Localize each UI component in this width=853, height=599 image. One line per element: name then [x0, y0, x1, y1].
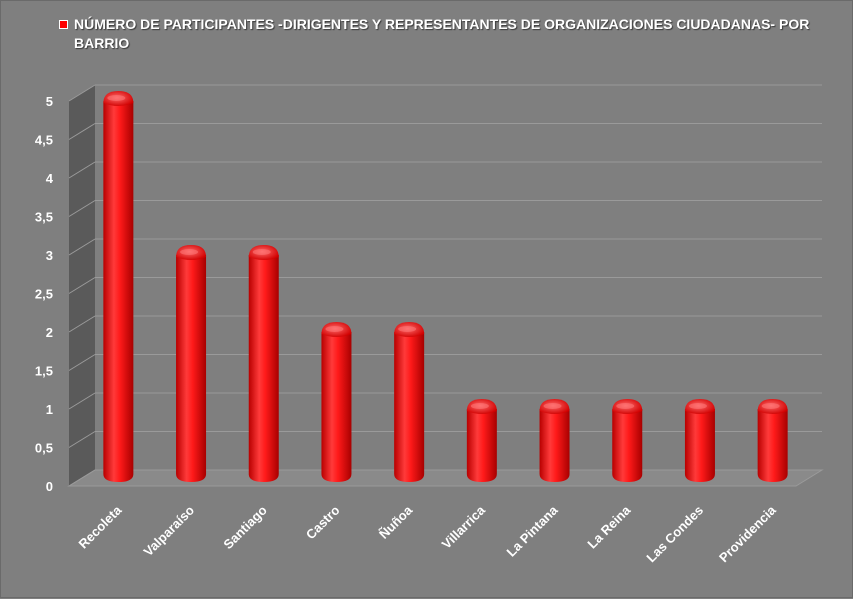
bar-body: [248, 255, 279, 482]
bar-body: [757, 409, 788, 482]
bar-body: [466, 409, 497, 482]
bar: [757, 399, 788, 482]
bar-body: [394, 332, 425, 482]
gridline-side: [68, 238, 96, 256]
bar-body: [321, 332, 352, 482]
bar-highlight: [107, 95, 126, 101]
gridline-side: [68, 392, 96, 410]
y-tick-label: 0,5: [35, 441, 53, 456]
y-tick-label: 2,5: [35, 287, 53, 302]
x-tick-label: Santiago: [220, 502, 269, 551]
bar-highlight: [470, 403, 489, 409]
gridline-side: [68, 431, 96, 448]
bar: [321, 322, 352, 482]
bar: [176, 245, 207, 482]
bar-highlight: [761, 403, 780, 409]
y-tick-label: 2: [46, 325, 53, 340]
y-tick-label: 3: [46, 248, 53, 263]
bar: [684, 399, 715, 482]
bar-body: [612, 409, 643, 482]
x-tick-label: Providencia: [716, 502, 779, 565]
bar: [466, 399, 497, 482]
y-tick-label: 1,5: [35, 364, 53, 379]
bar-body: [103, 101, 134, 482]
bars: [103, 91, 788, 482]
gridline-side: [68, 315, 96, 333]
y-tick-label: 3,5: [35, 210, 53, 225]
x-tick-label: Ñuñoa: [376, 502, 416, 542]
bar-body: [539, 409, 570, 482]
y-tick-label: 5: [46, 94, 53, 109]
gridline-side: [68, 200, 96, 217]
bar: [539, 399, 570, 482]
bar-body: [176, 255, 207, 482]
y-tick-label: 4,5: [35, 133, 53, 148]
gridline-side: [68, 84, 96, 102]
y-tick-label: 0: [46, 479, 53, 494]
bar-highlight: [325, 326, 344, 332]
bar: [103, 91, 134, 482]
y-axis: 0 0,5 1 1,5 2 2,5 3 3,5 4 4,5 5: [35, 94, 54, 494]
x-axis: Recoleta Valparaíso Santiago Castro Ñuñoa Vil…: [76, 502, 780, 565]
y-tick-label: 1: [46, 402, 53, 417]
x-tick-label: Las Condes: [643, 503, 706, 566]
x-tick-label: La Pintana: [504, 502, 562, 560]
gridline-side: [68, 277, 96, 294]
legend: NÚMERO DE PARTICIPANTES -DIRIGENTES Y RE…: [59, 15, 819, 53]
bar-highlight: [616, 403, 635, 409]
gridline-side: [68, 469, 96, 487]
y-tick-label: 4: [46, 171, 54, 186]
x-tick-label: Recoleta: [76, 502, 125, 551]
bar-highlight: [180, 249, 199, 255]
bar-body: [684, 409, 715, 482]
legend-series-name: NÚMERO DE PARTICIPANTES -DIRIGENTES Y RE…: [74, 16, 810, 51]
gridline-side: [68, 123, 96, 140]
bar: [394, 322, 425, 482]
bar-highlight: [543, 403, 562, 409]
gridline-side: [68, 354, 96, 371]
x-tick-label: Villarrica: [439, 502, 489, 552]
x-tick-label: Valparaíso: [141, 502, 198, 559]
legend-swatch: [59, 20, 68, 29]
x-tick-label: La Reina: [584, 502, 633, 551]
bar-highlight: [398, 326, 417, 332]
x-tick-label: Castro: [303, 502, 343, 542]
gridline-side: [68, 161, 96, 179]
bar-highlight: [252, 249, 271, 255]
bar: [612, 399, 643, 482]
bar-highlight: [688, 403, 707, 409]
bar: [248, 245, 279, 482]
